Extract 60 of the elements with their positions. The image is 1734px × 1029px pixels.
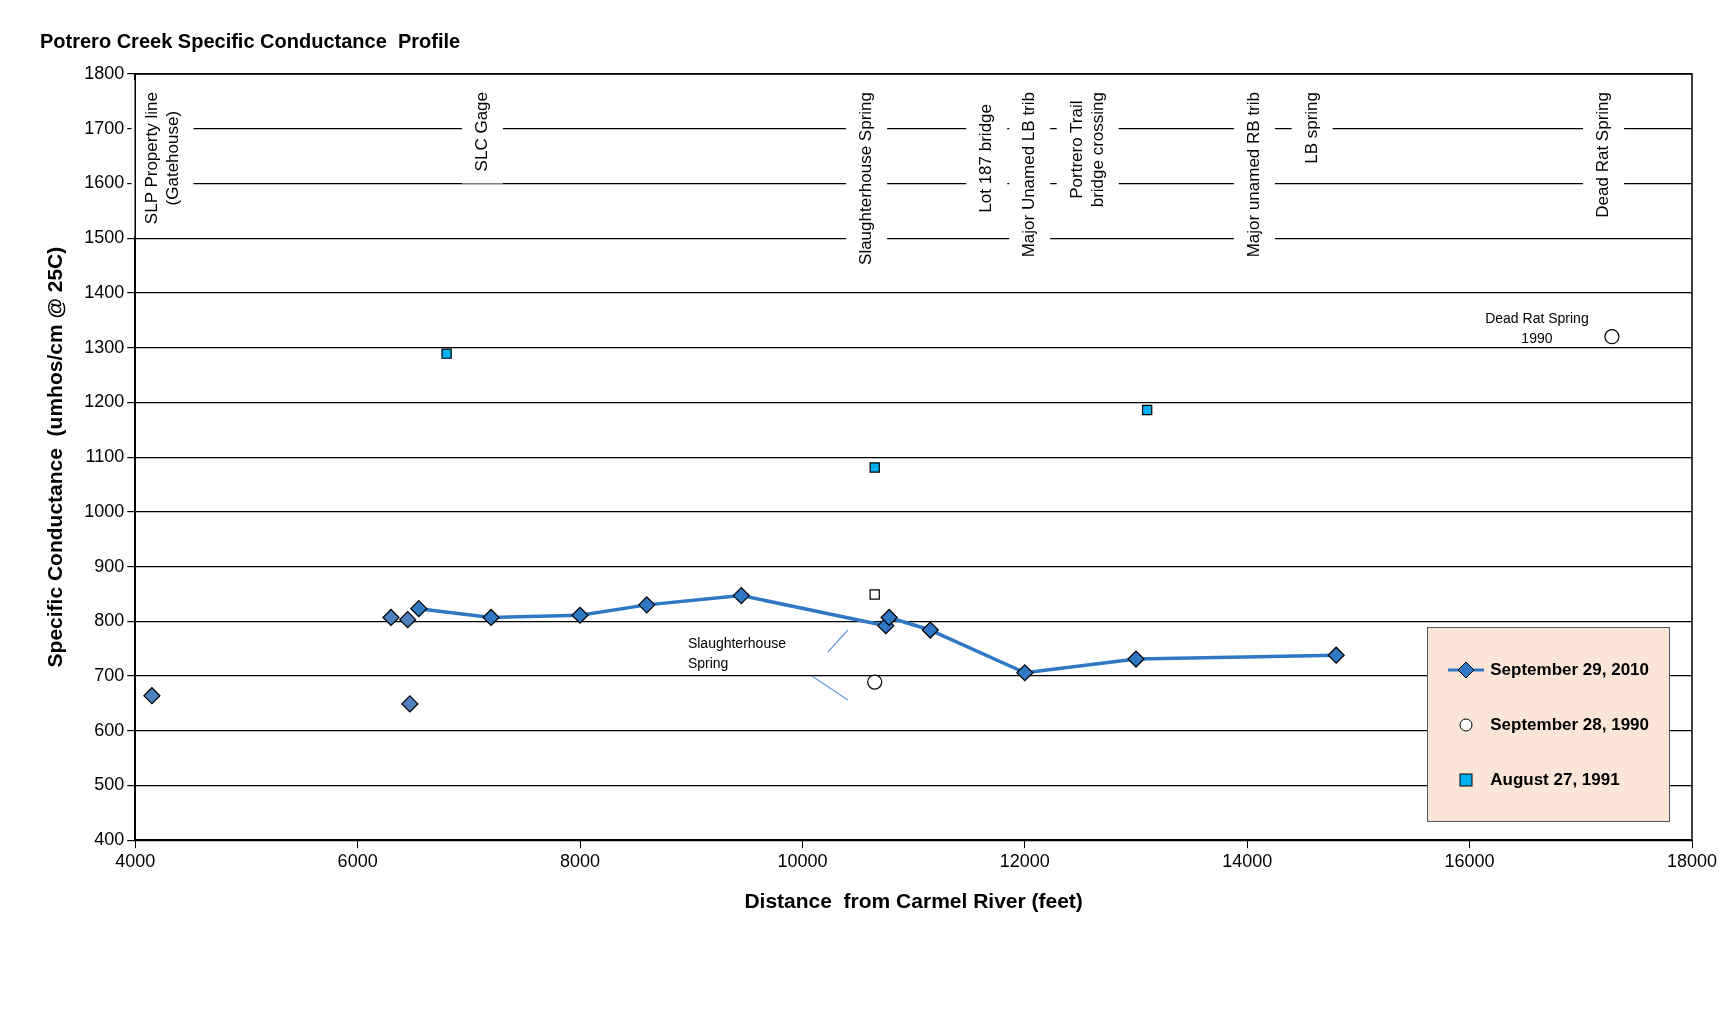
point bbox=[143, 687, 161, 705]
point bbox=[401, 695, 419, 713]
x-tick-label: 6000 bbox=[337, 850, 378, 871]
y-tick-label: 900 bbox=[94, 555, 125, 576]
annotation: Dead Rat Spring bbox=[1593, 92, 1613, 218]
annotation: Dead Rat Spring 1990 bbox=[1485, 309, 1589, 346]
annotation: Major unamed RB trib bbox=[1244, 92, 1264, 258]
point bbox=[571, 606, 589, 624]
annotation: Major Unamed LB trib bbox=[1019, 92, 1039, 258]
y-tick-label: 700 bbox=[94, 664, 125, 685]
point bbox=[1141, 404, 1153, 416]
point bbox=[399, 611, 417, 629]
point bbox=[410, 600, 428, 618]
point bbox=[880, 608, 898, 627]
annotation: SLC Gage bbox=[472, 91, 492, 172]
point bbox=[869, 589, 880, 600]
point bbox=[869, 462, 880, 473]
annotation: Portrero Trail bridge crossing bbox=[1066, 92, 1107, 208]
y-tick-label: 1000 bbox=[84, 500, 125, 521]
point bbox=[1604, 329, 1620, 345]
point bbox=[382, 608, 400, 627]
point bbox=[1127, 650, 1145, 668]
y-tick-label: 1700 bbox=[84, 117, 125, 138]
y-tick-label: 1600 bbox=[84, 172, 125, 193]
chart-title: Potrero Creek Specific Conductance Profile bbox=[40, 29, 461, 52]
point bbox=[441, 348, 452, 359]
x-tick-label: 8000 bbox=[560, 850, 601, 871]
legend-label: August 27, 1991 bbox=[1490, 769, 1620, 790]
x-tick-label: 16000 bbox=[1444, 850, 1495, 871]
point bbox=[732, 586, 750, 605]
point bbox=[1016, 664, 1034, 682]
legend-label: September 28, 1990 bbox=[1490, 714, 1649, 735]
annotation: Slaughterhouse Spring bbox=[856, 91, 876, 265]
point bbox=[482, 608, 500, 627]
y-tick-label: 800 bbox=[94, 610, 125, 631]
y-tick-label: 1200 bbox=[84, 391, 125, 412]
x-tick-label: 12000 bbox=[999, 850, 1050, 871]
x-tick-label: 10000 bbox=[777, 850, 828, 871]
annotation: LB spring bbox=[1301, 92, 1321, 164]
x-tick-label: 18000 bbox=[1666, 850, 1718, 871]
y-tick-label: 1300 bbox=[84, 336, 125, 357]
y-axis-title: Specific Conductance (umhos/cm @ 25C) bbox=[43, 246, 67, 668]
point bbox=[1327, 646, 1345, 664]
y-tick-label: 1400 bbox=[84, 281, 125, 302]
annotation: Lot 187 bridge bbox=[976, 104, 996, 213]
point bbox=[638, 596, 656, 614]
point bbox=[867, 674, 883, 690]
y-tick-label: 600 bbox=[94, 719, 125, 740]
legend-label: September 29, 2010 bbox=[1490, 659, 1649, 680]
y-tick-label: 1100 bbox=[85, 446, 125, 467]
y-tick-label: 1500 bbox=[84, 227, 125, 248]
x-axis-title: Distance from Carmel River (feet) bbox=[744, 889, 1083, 913]
y-tick-label: 400 bbox=[94, 829, 125, 850]
y-tick-label: 1800 bbox=[84, 62, 125, 83]
annotation: SLP Property line (Gatehouse) bbox=[141, 92, 182, 225]
x-tick-label: 14000 bbox=[1222, 850, 1273, 871]
annotation: Slaughterhouse Spring bbox=[687, 634, 787, 671]
x-tick-label: 4000 bbox=[115, 850, 156, 871]
y-tick-label: 500 bbox=[94, 774, 125, 795]
point bbox=[921, 621, 939, 639]
